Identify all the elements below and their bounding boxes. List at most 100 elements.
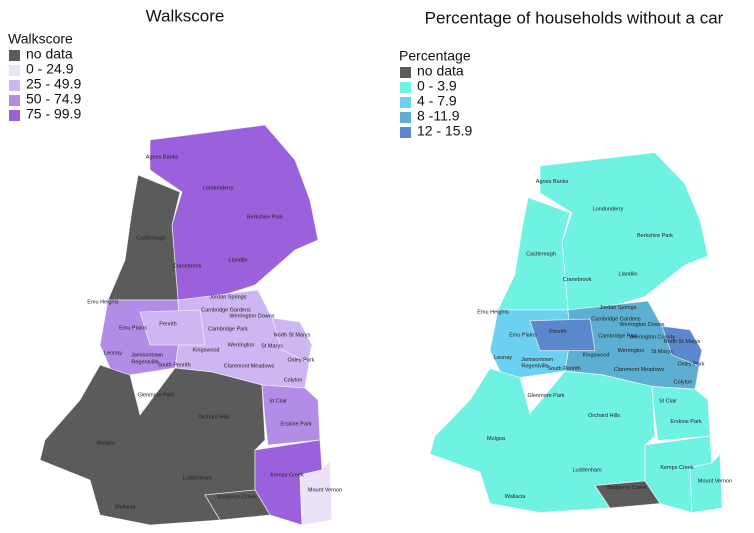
legend-label: 75 - 99.9 (26, 106, 81, 122)
suburb-label: Mulgoa (487, 436, 506, 442)
suburb-label: Colyton (674, 379, 693, 385)
legend-label: 0 - 3.9 (417, 78, 457, 94)
legend-swatch (9, 80, 20, 91)
suburb-area (651, 386, 711, 441)
legend-label: 8 -11.9 (417, 108, 460, 124)
legend-swatch (400, 112, 411, 123)
suburb-label: Jamisontown (521, 357, 553, 363)
suburb-label: Glenmore Park (138, 392, 175, 398)
suburb-area (149, 124, 319, 301)
legend-swatch (9, 65, 20, 76)
suburb-label: North St Marys (274, 332, 311, 338)
legend-label: 12 - 15.9 (417, 123, 472, 139)
suburb-area (539, 152, 709, 311)
suburb-label: Cambridge Gardens (591, 316, 641, 322)
legend-swatch (400, 97, 411, 108)
suburb-label: St Marys (651, 349, 673, 355)
suburb-label: Emu Plains (119, 325, 147, 331)
suburb-label: Berkshire Park (637, 233, 673, 239)
suburb-label: Badgerys Creek (607, 485, 647, 491)
suburb-label: Kingswood (583, 352, 610, 358)
suburb-label: North St Marys (664, 339, 701, 345)
suburb-area (271, 317, 313, 363)
suburb-area (261, 384, 321, 446)
suburb-label: Luddenham (572, 468, 601, 474)
legend-swatch (400, 127, 411, 138)
suburb-label: Regentville (131, 359, 158, 365)
suburb-label: Mount Vernon (698, 478, 732, 484)
suburb-area (529, 318, 596, 351)
suburb-label: Castlereagh (526, 252, 556, 258)
legend-label: 0 - 24.9 (26, 61, 74, 77)
map-title: Walkscore (146, 6, 225, 25)
suburb-label: Werrington County (629, 334, 675, 340)
suburb-label: Cambridge Park (598, 334, 638, 340)
suburb-label: South Penrith (547, 366, 580, 372)
map: Agnes Banks Londonderry Berkshire Park Cast… (429, 152, 732, 514)
suburb-label: Oxley Park (288, 357, 315, 363)
suburb-area (661, 325, 703, 367)
suburb-label: Kemps Creek (270, 472, 304, 478)
suburb-label: Badgerys Creek (217, 494, 257, 500)
suburb-label: Claremont Meadows (224, 363, 275, 369)
suburb-label: Castlereagh (136, 235, 166, 241)
suburb-label: Jordan Springs (600, 305, 637, 311)
suburb-label: Cambridge Gardens (201, 307, 251, 313)
suburb-label: Leonay (104, 350, 122, 356)
suburb-area (204, 489, 271, 521)
suburb-label: Emu Plains (509, 333, 537, 339)
legend-label: 4 - 7.9 (417, 93, 457, 109)
suburb-label: Penrith (159, 321, 176, 327)
suburb-label: Londonderry (203, 185, 234, 191)
legend-label: 25 - 49.9 (26, 76, 81, 92)
legend-swatch (400, 82, 411, 93)
suburb-label: Erskine Park (670, 419, 701, 425)
suburb-label: Leonay (494, 355, 512, 361)
suburb-area (594, 480, 661, 509)
suburb-label: St Marys (261, 343, 283, 349)
suburb-label: Regentville (521, 363, 548, 369)
suburb-label: Penrith (549, 329, 566, 335)
suburb-label: Kemps Creek (660, 465, 694, 471)
legend-swatch (9, 50, 20, 61)
suburb-label: Wallacia (505, 494, 527, 500)
legend-swatch (9, 110, 20, 121)
legend-swatch (9, 95, 20, 106)
suburb-label: Cranebrook (173, 263, 202, 269)
suburb-label: Wallacia (115, 504, 137, 510)
suburb-area (139, 309, 206, 346)
suburb-label: Londonderry (593, 207, 624, 213)
suburb-label: St Clair (659, 398, 677, 404)
suburb-label: Berkshire Park (247, 214, 283, 220)
map-title: Percentage of households without a car (425, 8, 724, 27)
suburb-label: St Clair (269, 398, 287, 404)
suburb-label: Agnes Banks (146, 154, 179, 160)
suburb-label: Orchard Hills (588, 413, 620, 419)
suburb-label: Kingswood (193, 347, 220, 353)
legend-label: 50 - 74.9 (26, 91, 81, 107)
suburb-label: Agnes Banks (536, 179, 569, 185)
suburb-label: Werrington Downs (229, 313, 274, 319)
suburb-label: Cranebrook (563, 277, 592, 283)
suburb-label: Werrington Downs (619, 322, 664, 328)
legend-title: Percentage (399, 48, 471, 64)
map: Agnes Banks Londonderry Berkshire Park Cast… (39, 124, 342, 526)
suburb-label: Oxley Park (678, 361, 705, 367)
suburb-label: Cambridge Park (208, 326, 248, 332)
legend-label: no data (26, 46, 73, 62)
suburb-label: Glenmore Park (528, 393, 565, 399)
suburb-label: Erskine Park (280, 421, 311, 427)
legend-swatch (400, 67, 411, 78)
suburb-label: Mount Vernon (308, 487, 342, 493)
suburb-label: Jordan Springs (210, 294, 247, 300)
suburb-label: Luddenham (182, 475, 211, 481)
suburb-label: Colyton (284, 377, 303, 383)
suburb-label: Jamisontown (131, 352, 163, 358)
suburb-label: Orchard Hills (198, 414, 230, 420)
suburb-label: Mulgoa (97, 440, 116, 446)
suburb-label: Llandilo (619, 271, 638, 277)
suburb-label: South Penrith (157, 362, 190, 368)
suburb-label: Werrington (618, 348, 645, 354)
suburb-label: Werrington (228, 342, 255, 348)
